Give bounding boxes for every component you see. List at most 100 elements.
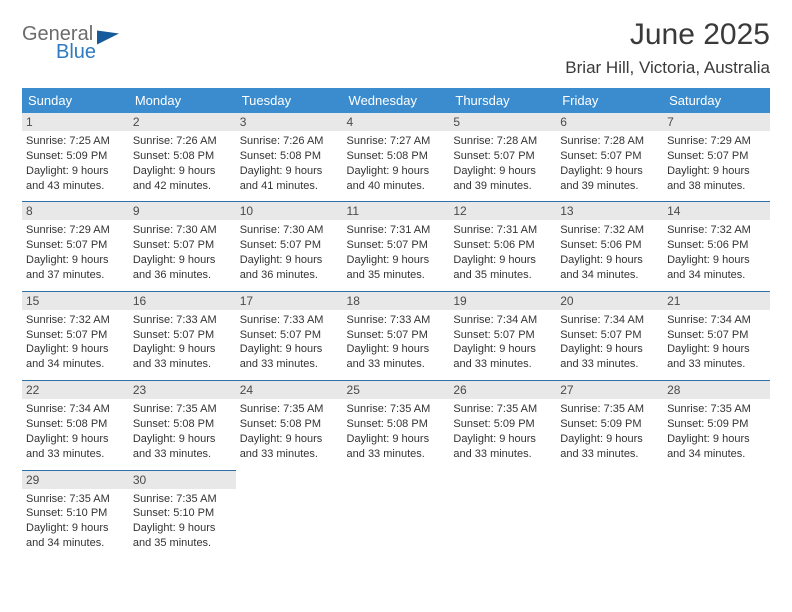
day-number: 22: [22, 381, 129, 399]
day-number: 16: [129, 292, 236, 310]
daylight-line: Daylight: 9 hours and 33 minutes.: [133, 432, 232, 462]
daylight-line: Daylight: 9 hours and 34 minutes.: [667, 253, 766, 283]
sunrise-line: Sunrise: 7:35 AM: [347, 402, 446, 417]
daylight-line: Daylight: 9 hours and 43 minutes.: [26, 164, 125, 194]
day-number: 11: [343, 202, 450, 220]
day-cell: 13Sunrise: 7:32 AMSunset: 5:06 PMDayligh…: [556, 201, 663, 290]
day-cell: 10 Sunrise: 7:30 AMSunset: 5:07 PMDayligh…: [236, 201, 343, 290]
day-info: Sunrise: 7:30 AMSunset: 5:07 PMDaylight:…: [133, 223, 232, 282]
sunset-line: Sunset: 5:07 PM: [560, 149, 659, 164]
daylight-line: Daylight: 9 hours and 42 minutes.: [133, 164, 232, 194]
day-info: Sunrise: 7:30 AMSunset: 5:07 PMDaylight:…: [240, 223, 339, 282]
empty-day-cell: [556, 470, 663, 559]
sunset-line: Sunset: 5:08 PM: [240, 149, 339, 164]
day-info: Sunrise: 7:32 AMSunset: 5:07 PMDaylight:…: [26, 313, 125, 372]
sunset-line: Sunset: 5:07 PM: [347, 328, 446, 343]
day-number: 3: [236, 113, 343, 131]
day-number: 12: [449, 202, 556, 220]
sunrise-line: Sunrise: 7:32 AM: [667, 223, 766, 238]
day-number: 5: [449, 113, 556, 131]
page: General Blue June 2025 Briar Hill, Victo…: [0, 0, 792, 569]
sunset-line: Sunset: 5:07 PM: [240, 328, 339, 343]
empty-day-cell: [449, 470, 556, 559]
sunset-line: Sunset: 5:08 PM: [26, 417, 125, 432]
daylight-line: Daylight: 9 hours and 39 minutes.: [560, 164, 659, 194]
daylight-line: Daylight: 9 hours and 39 minutes.: [453, 164, 552, 194]
day-cell: 19Sunrise: 7:34 AMSunset: 5:07 PMDayligh…: [449, 291, 556, 380]
sunset-line: Sunset: 5:07 PM: [453, 149, 552, 164]
page-title: June 2025: [565, 18, 770, 52]
daylight-line: Daylight: 9 hours and 35 minutes.: [133, 521, 232, 551]
dow-cell: Tuesday: [236, 88, 343, 113]
daylight-line: Daylight: 9 hours and 33 minutes.: [240, 432, 339, 462]
sunrise-line: Sunrise: 7:30 AM: [133, 223, 232, 238]
sunrise-line: Sunrise: 7:31 AM: [453, 223, 552, 238]
daylight-line: Daylight: 9 hours and 33 minutes.: [560, 432, 659, 462]
sunrise-line: Sunrise: 7:35 AM: [133, 402, 232, 417]
empty-day-cell: [663, 470, 770, 559]
day-number: 10: [236, 202, 343, 220]
sunrise-line: Sunrise: 7:30 AM: [240, 223, 339, 238]
day-info: Sunrise: 7:26 AMSunset: 5:08 PMDaylight:…: [133, 134, 232, 193]
daylight-line: Daylight: 9 hours and 38 minutes.: [667, 164, 766, 194]
week-row: 29Sunrise: 7:35 AMSunset: 5:10 PMDayligh…: [22, 470, 770, 559]
sunset-line: Sunset: 5:09 PM: [26, 149, 125, 164]
empty-day-cell: [236, 470, 343, 559]
day-info: Sunrise: 7:34 AMSunset: 5:07 PMDaylight:…: [667, 313, 766, 372]
logo-text: General Blue: [22, 24, 119, 62]
daylight-line: Daylight: 9 hours and 35 minutes.: [347, 253, 446, 283]
day-info: Sunrise: 7:32 AMSunset: 5:06 PMDaylight:…: [667, 223, 766, 282]
sunset-line: Sunset: 5:08 PM: [240, 417, 339, 432]
day-number: 6: [556, 113, 663, 131]
week-row: 8 Sunrise: 7:29 AM Sunset: 5:07 PM Daylight…: [22, 201, 770, 290]
day-number: 7: [663, 113, 770, 131]
day-cell: 29Sunrise: 7:35 AMSunset: 5:10 PMDayligh…: [22, 470, 129, 559]
sunset-line: Sunset: 5:07 PM: [560, 328, 659, 343]
sunrise-line: Sunrise: 7:29 AM: [667, 134, 766, 149]
day-cell: 8Sunrise: 7:29 AMSunset: 5:07 PMDaylight…: [22, 201, 129, 290]
sunset-line: Sunset: 5:07 PM: [667, 328, 766, 343]
day-number: 15: [22, 292, 129, 310]
sunset-line: Sunset: 5:06 PM: [667, 238, 766, 253]
day-info: Sunrise: 7:35 AMSunset: 5:09 PMDaylight:…: [560, 402, 659, 461]
day-cell: 28Sunrise: 7:35 AMSunset: 5:09 PMDayligh…: [663, 380, 770, 469]
sunrise-line: Sunrise: 7:34 AM: [560, 313, 659, 328]
day-info: Sunrise: 7:33 AMSunset: 5:07 PMDaylight:…: [133, 313, 232, 372]
logo-line2: Blue: [56, 42, 119, 62]
daylight-line: Daylight: 9 hours and 33 minutes.: [240, 342, 339, 372]
daylight-line: Daylight: 9 hours and 34 minutes.: [26, 521, 125, 551]
daylight-line: Daylight: 9 hours and 34 minutes.: [667, 432, 766, 462]
day-cell: 18Sunrise: 7:33 AMSunset: 5:07 PMDayligh…: [343, 291, 450, 380]
sunrise-line: Sunrise: 7:29 AM: [26, 223, 125, 238]
day-info: Sunrise: 7:35 AMSunset: 5:08 PMDaylight:…: [347, 402, 446, 461]
sunrise-line: Sunrise: 7:32 AM: [26, 313, 125, 328]
day-cell: 11Sunrise: 7:31 AMSunset: 5:07 PMDayligh…: [343, 201, 450, 290]
day-cell: 15 Sunrise: 7:32 AMSunset: 5:07 PMDayligh…: [22, 291, 129, 380]
sunset-line: Sunset: 5:07 PM: [133, 238, 232, 253]
sunrise-line: Sunrise: 7:34 AM: [453, 313, 552, 328]
daylight-line: Daylight: 9 hours and 34 minutes.: [560, 253, 659, 283]
day-number: 1: [22, 113, 129, 131]
day-number: 8: [22, 202, 129, 220]
day-info: Sunrise: 7:34 AMSunset: 5:08 PMDaylight:…: [26, 402, 125, 461]
daylight-line: Daylight: 9 hours and 41 minutes.: [240, 164, 339, 194]
day-info: Sunrise: 7:27 AMSunset: 5:08 PMDaylight:…: [347, 134, 446, 193]
sunset-line: Sunset: 5:07 PM: [133, 328, 232, 343]
sunset-line: Sunset: 5:08 PM: [347, 149, 446, 164]
week-row: 1Sunrise: 7:25 AMSunset: 5:09 PMDaylight…: [22, 113, 770, 201]
day-cell: 9Sunrise: 7:30 AMSunset: 5:07 PMDaylight…: [129, 201, 236, 290]
sunrise-line: Sunrise: 7:32 AM: [560, 223, 659, 238]
calendar-body: 1Sunrise: 7:25 AMSunset: 5:09 PMDaylight…: [22, 113, 770, 559]
daylight-line: Daylight: 9 hours and 34 minutes.: [26, 342, 125, 372]
day-number: 4: [343, 113, 450, 131]
day-cell: 30Sunrise: 7:35 AMSunset: 5:10 PMDayligh…: [129, 470, 236, 559]
page-location: Briar Hill, Victoria, Australia: [565, 58, 770, 78]
day-info: Sunrise: 7:32 AMSunset: 5:06 PMDaylight:…: [560, 223, 659, 282]
sunset-line: Sunset: 5:08 PM: [133, 417, 232, 432]
sunset-line: Sunset: 5:10 PM: [133, 506, 232, 521]
day-info: Sunrise: 7:35 AMSunset: 5:10 PMDaylight:…: [26, 492, 125, 551]
daylight-line: Daylight: 9 hours and 40 minutes.: [347, 164, 446, 194]
daylight-line: Daylight: 9 hours and 33 minutes.: [453, 432, 552, 462]
daylight-line: Daylight: 9 hours and 33 minutes.: [667, 342, 766, 372]
day-cell: 16 Sunrise: 7:33 AMSunset: 5:07 PMDayligh…: [129, 291, 236, 380]
